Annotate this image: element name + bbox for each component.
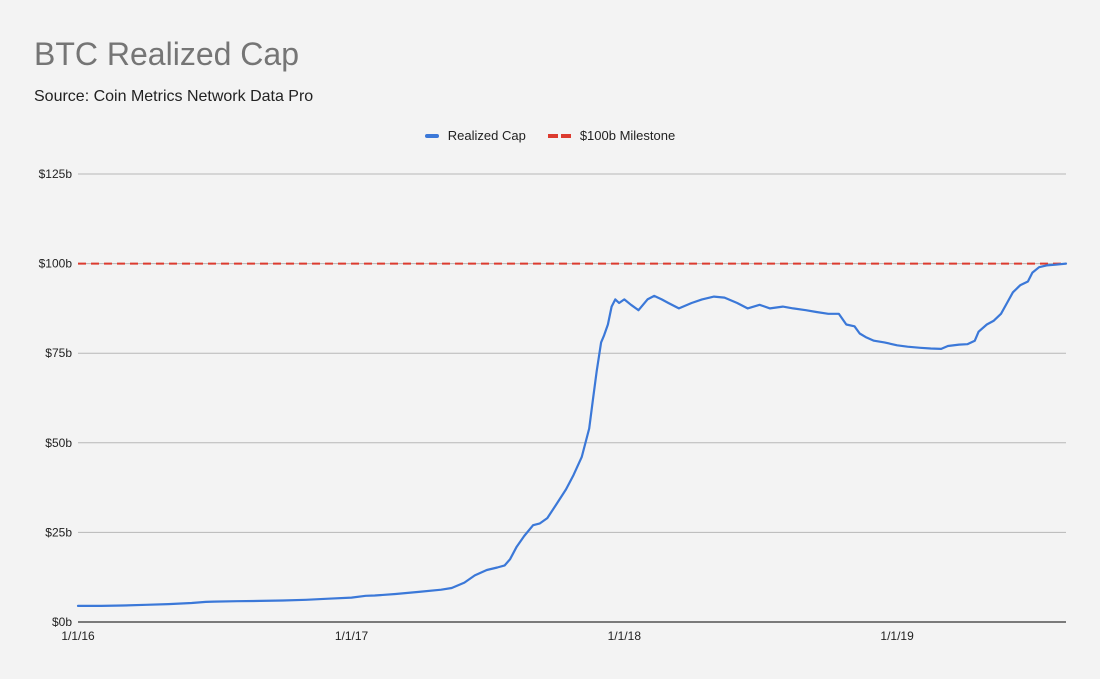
legend-label-milestone: $100b Milestone xyxy=(579,128,676,143)
chart-title: BTC Realized Cap xyxy=(34,36,299,72)
x-tick-label: 1/1/17 xyxy=(335,629,369,643)
y-tick-label: $50b xyxy=(45,436,72,450)
y-tick-label: $125b xyxy=(39,167,73,181)
legend-item-realized-cap[interactable]: Realized Cap xyxy=(424,128,526,143)
series-layer xyxy=(76,262,1068,607)
y-tick-label: $0b xyxy=(52,615,72,629)
y-tick-label: $25b xyxy=(45,525,72,539)
x-tick-label: 1/1/16 xyxy=(61,629,95,643)
y-tick-label: $75b xyxy=(45,346,72,360)
chart-subtitle: Source: Coin Metrics Network Data Pro xyxy=(34,88,314,105)
legend-swatch-realized-cap xyxy=(424,133,439,138)
y-axis-tick-labels: $0b $25b $50b $75b $100b $125b xyxy=(39,167,73,629)
x-axis-tick-labels: 1/1/16 1/1/17 1/1/18 1/1/19 xyxy=(61,629,914,643)
y-tick-label: $100b xyxy=(39,257,73,271)
realized-cap-line xyxy=(76,262,1068,607)
x-tick-label: 1/1/18 xyxy=(608,629,642,643)
legend: Realized Cap $100b Milestone xyxy=(0,128,1100,143)
x-tick-label: 1/1/19 xyxy=(880,629,914,643)
legend-item-milestone[interactable]: $100b Milestone xyxy=(547,128,676,143)
gridlines xyxy=(78,173,1066,623)
legend-label-realized-cap: Realized Cap xyxy=(447,128,526,143)
legend-swatch-milestone xyxy=(547,133,571,138)
